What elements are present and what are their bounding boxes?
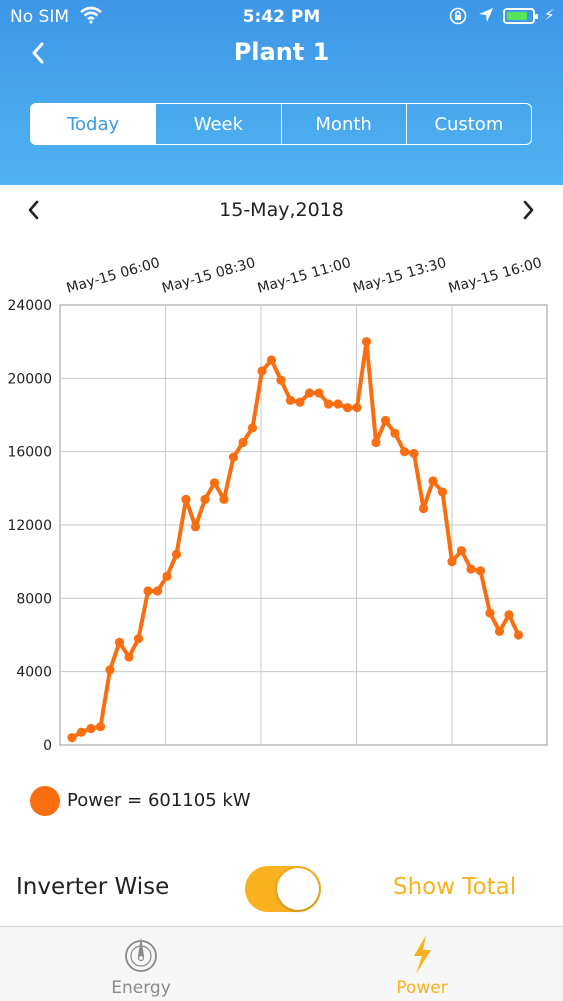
charging-bolt-icon: ⚡ xyxy=(544,6,555,24)
data-point xyxy=(133,634,144,644)
location-arrow-icon xyxy=(478,7,494,28)
compass-icon xyxy=(125,937,157,972)
data-point xyxy=(494,626,505,636)
data-point xyxy=(162,571,172,581)
data-point xyxy=(390,428,400,438)
wifi-icon xyxy=(80,6,102,29)
tab-power[interactable]: Power xyxy=(347,927,497,1001)
data-point xyxy=(152,586,163,596)
x-tick-label: May-15 13:30 xyxy=(351,255,448,297)
next-day-button[interactable] xyxy=(516,197,540,223)
data-point xyxy=(437,487,448,497)
orientation-lock-icon xyxy=(449,7,467,30)
tab-bar: Energy Power xyxy=(0,926,563,1001)
y-tick-label: 4000 xyxy=(16,665,52,681)
chevron-right-icon xyxy=(523,200,534,220)
data-point xyxy=(428,476,438,486)
data-point xyxy=(86,723,96,734)
data-point xyxy=(504,610,514,620)
data-point xyxy=(209,478,220,488)
y-tick-label: 24000 xyxy=(7,298,52,314)
data-point xyxy=(171,549,182,559)
chevron-left-icon xyxy=(28,200,39,220)
battery-icon xyxy=(503,8,538,24)
series-line xyxy=(70,339,521,740)
data-point xyxy=(409,448,419,459)
data-point xyxy=(200,494,210,504)
data-point xyxy=(257,366,267,376)
tab-custom[interactable]: Custom xyxy=(405,104,531,144)
data-point xyxy=(380,415,391,426)
tab-today[interactable]: Today xyxy=(31,104,156,144)
data-point xyxy=(513,630,524,640)
data-point xyxy=(181,494,191,504)
data-point xyxy=(143,586,153,596)
chevron-left-icon xyxy=(32,42,44,64)
data-point xyxy=(314,388,324,398)
data-point xyxy=(342,403,353,413)
data-point xyxy=(95,722,106,732)
data-point xyxy=(295,397,305,407)
data-point xyxy=(247,423,258,433)
tab-energy-label: Energy xyxy=(111,978,171,998)
data-point xyxy=(456,546,467,556)
data-point xyxy=(228,452,239,462)
legend-dot xyxy=(30,786,60,816)
data-point xyxy=(124,652,134,662)
data-point xyxy=(285,395,296,405)
data-point xyxy=(399,447,410,457)
x-tick-label: May-15 06:00 xyxy=(65,255,162,297)
data-point xyxy=(352,403,362,413)
previous-day-button[interactable] xyxy=(22,197,46,223)
tab-week[interactable]: Week xyxy=(155,104,280,144)
data-point xyxy=(276,375,286,385)
data-point xyxy=(371,437,381,448)
y-tick-label: 20000 xyxy=(7,371,52,387)
back-button[interactable] xyxy=(26,36,56,70)
data-point xyxy=(323,399,334,409)
status-bar: No SIM 5:42 PM ⚡ xyxy=(0,4,563,30)
inverter-wise-label: Inverter Wise xyxy=(16,874,170,900)
data-point xyxy=(266,355,277,365)
data-point xyxy=(475,566,486,576)
show-total-button[interactable]: Show Total xyxy=(393,874,517,900)
data-point xyxy=(361,337,372,347)
y-tick-label: 0 xyxy=(43,738,52,754)
data-point xyxy=(333,399,343,409)
x-tick-label: May-15 16:00 xyxy=(447,255,544,297)
page-title: Plant 1 xyxy=(233,38,330,66)
header: No SIM 5:42 PM ⚡ Plant 1 Today Week Mont… xyxy=(0,0,563,185)
data-point xyxy=(447,557,457,567)
data-point xyxy=(114,637,125,647)
x-tick-label: May-15 08:30 xyxy=(160,255,257,297)
inverter-wise-toggle[interactable] xyxy=(245,866,321,912)
data-point xyxy=(466,564,476,574)
y-tick-label: 16000 xyxy=(7,445,52,461)
selected-date: 15-May,2018 xyxy=(219,199,344,221)
lightning-bolt-icon xyxy=(414,935,431,974)
clock-time: 5:42 PM xyxy=(242,7,321,27)
data-point xyxy=(238,437,248,448)
legend-label: Power = 601105 kW xyxy=(67,790,251,811)
x-tick-label: May-15 11:00 xyxy=(256,255,353,297)
data-point xyxy=(67,733,77,743)
tab-power-label: Power xyxy=(396,978,448,998)
date-navigator: 15-May,2018 xyxy=(0,195,563,225)
data-point xyxy=(304,388,315,398)
tab-month[interactable]: Month xyxy=(280,104,406,144)
data-point xyxy=(418,503,429,514)
data-point xyxy=(105,665,115,675)
y-tick-label: 12000 xyxy=(7,518,52,534)
data-point xyxy=(76,727,87,737)
data-point xyxy=(485,608,495,618)
toggle-knob xyxy=(277,868,319,910)
carrier-label: No SIM xyxy=(10,7,69,27)
tab-energy[interactable]: Energy xyxy=(66,927,216,1001)
data-point xyxy=(219,494,229,504)
y-tick-label: 8000 xyxy=(16,591,52,607)
data-point xyxy=(190,522,201,532)
period-selector: Today Week Month Custom xyxy=(30,103,532,145)
